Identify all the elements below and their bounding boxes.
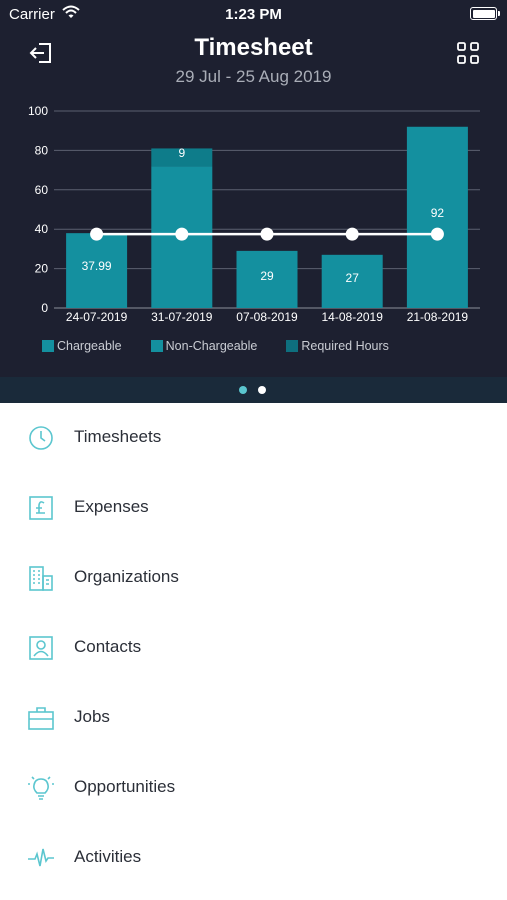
page-dot-2[interactable]	[258, 386, 266, 394]
y-tick-label: 20	[35, 262, 49, 276]
required-hours-point	[90, 227, 104, 241]
menu-label-opportunities: Opportunities	[74, 777, 176, 796]
page-dot-1[interactable]	[239, 386, 247, 394]
timesheet-chart: 0 20 40 60 80 100 24-07-2019 31-07-2019 07-08-20…	[28, 104, 480, 324]
required-hours-point	[345, 227, 359, 241]
logout-icon[interactable]	[28, 40, 54, 66]
bar-data-label: 92	[431, 206, 445, 220]
bar-data-label: 9	[178, 146, 185, 160]
x-tick-label: 31-07-2019	[151, 310, 213, 324]
x-tick-label: 07-08-2019	[236, 310, 298, 324]
y-tick-label: 60	[35, 183, 49, 197]
contact-card-icon	[29, 636, 53, 660]
bar-chargeable	[236, 250, 298, 308]
x-tick-label: 24-07-2019	[66, 310, 128, 324]
pager-strip	[0, 377, 507, 403]
grid-icon[interactable]	[456, 41, 480, 65]
menu-label-activities: Activities	[74, 847, 142, 866]
clock-icon	[29, 426, 53, 450]
legend-item-required-hours: Required Hours	[286, 339, 389, 353]
menu-item-activities[interactable]: Activities	[0, 823, 507, 893]
required-hours-point	[175, 227, 189, 241]
bar-chargeable	[66, 233, 128, 308]
lightbulb-icon	[28, 776, 54, 800]
bar-data-label: 37.99	[82, 259, 112, 273]
battery-icon	[470, 7, 497, 20]
battery-cap	[498, 11, 500, 16]
bar-data-label: 27	[346, 271, 360, 285]
menu-label-expenses: Expenses	[74, 497, 149, 516]
legend-label-non-chargeable: Non-Chargeable	[165, 339, 258, 353]
y-tick-label: 100	[28, 104, 48, 118]
wifi-icon	[62, 5, 80, 18]
briefcase-icon	[28, 707, 54, 730]
pound-receipt-icon	[29, 496, 53, 520]
legend-swatch-non-chargeable	[150, 340, 163, 352]
menu-item-timesheets[interactable]: Timesheets	[0, 403, 507, 473]
menu-item-contacts[interactable]: Contacts	[0, 613, 507, 683]
menu-item-organizations[interactable]: Organizations	[0, 543, 507, 613]
bar-non-chargeable	[151, 148, 213, 167]
legend-label-chargeable: Chargeable	[57, 339, 122, 353]
carrier-label: Carrier	[9, 6, 55, 23]
bar-chargeable	[406, 126, 468, 308]
menu-item-jobs[interactable]: Jobs	[0, 683, 507, 753]
menu-label-timesheets: Timesheets	[74, 427, 162, 446]
legend-label-required-hours: Required Hours	[301, 339, 389, 353]
menu-label-jobs: Jobs	[74, 707, 110, 726]
status-bar: Carrier 1:23 PM	[0, 0, 507, 28]
chart-legend: Chargeable Non-Chargeable Required Hours	[42, 339, 418, 353]
y-tick-label: 40	[35, 222, 49, 236]
page-indicator	[239, 386, 277, 394]
required-hours-point	[430, 227, 444, 241]
legend-swatch-chargeable	[42, 340, 54, 352]
bar-data-label: 29	[260, 269, 274, 283]
x-tick-label: 21-08-2019	[407, 310, 469, 324]
page-title: Timesheet	[194, 34, 313, 61]
x-tick-label: 14-08-2019	[322, 310, 384, 324]
legend-item-chargeable: Chargeable	[42, 339, 122, 353]
y-tick-label: 0	[41, 301, 48, 315]
menu-item-expenses[interactable]: Expenses	[0, 473, 507, 543]
required-hours-point	[260, 227, 274, 241]
menu-label-contacts: Contacts	[74, 637, 142, 656]
bar-chargeable	[321, 254, 383, 308]
main-menu: Timesheets Expenses Organizations Contac…	[0, 403, 507, 893]
menu-label-organizations: Organizations	[74, 567, 179, 586]
building-icon	[29, 566, 53, 591]
legend-swatch-required-hours	[286, 340, 299, 352]
menu-item-opportunities[interactable]: Opportunities	[0, 753, 507, 823]
y-tick-label: 80	[35, 143, 49, 157]
status-time: 1:23 PM	[225, 6, 282, 23]
legend-item-non-chargeable: Non-Chargeable	[150, 339, 258, 353]
date-range: 29 Jul - 25 Aug 2019	[175, 67, 332, 86]
pulse-icon	[28, 848, 54, 867]
